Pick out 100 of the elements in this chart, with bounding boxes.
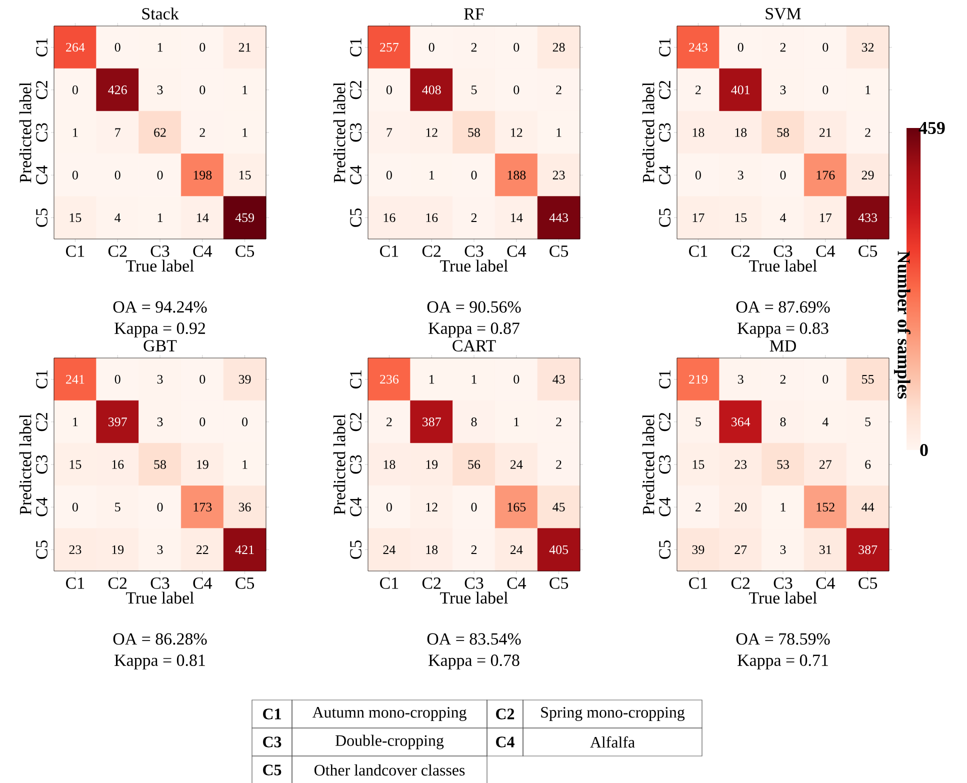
data-label: 243 <box>689 42 708 52</box>
x-tick-label: C2 <box>108 578 127 589</box>
data-label: 173 <box>194 502 212 512</box>
x-axis-title: True label <box>126 260 194 272</box>
data-label: 3 <box>738 170 744 180</box>
data-label: 32 <box>862 42 874 52</box>
x-tick-label: C5 <box>236 578 254 589</box>
y-tick-label: C1 <box>36 38 48 56</box>
text: Double-cropping <box>336 734 444 750</box>
data-label: 6 <box>865 460 871 469</box>
data-label: 43 <box>552 374 565 384</box>
data-label: 15 <box>239 170 251 180</box>
data-label: 12 <box>426 128 438 137</box>
text: OA = 83.54% <box>427 633 521 645</box>
x-tick-label: C5 <box>236 246 254 257</box>
data-label: 14 <box>197 213 209 222</box>
data-label: 0 <box>514 42 520 52</box>
data-label: 2 <box>780 43 786 52</box>
chart-title: CART <box>452 340 496 352</box>
data-label: 2 <box>200 128 205 137</box>
data-label: 2 <box>471 43 477 52</box>
y-tick-label: C4 <box>36 165 48 184</box>
chart-title: SVM <box>766 8 801 20</box>
data-label: 1 <box>158 213 162 222</box>
data-label: 0 <box>428 42 434 52</box>
text: OA = 78.59% <box>736 633 830 645</box>
data-label: 0 <box>114 170 120 180</box>
data-label: 24 <box>510 545 523 554</box>
data-label: 0 <box>822 374 828 384</box>
data-label: 31 <box>820 545 832 554</box>
x-tick-label: C1 <box>380 246 398 257</box>
data-label: 19 <box>426 460 438 469</box>
x-tick-label: C5 <box>858 578 878 589</box>
data-label: 18 <box>692 128 704 137</box>
data-label: 0 <box>386 86 392 94</box>
y-tick-label: C1 <box>350 38 362 56</box>
data-label: 55 <box>862 374 874 384</box>
data-label: 7 <box>386 128 392 137</box>
y-tick-label: C4 <box>36 497 48 516</box>
y-tick-label: C3 <box>36 123 48 142</box>
text: OA = 87.69% <box>736 301 830 313</box>
text: OA = 86.28% <box>113 633 207 645</box>
y-tick-label: C4 <box>350 497 362 516</box>
data-label: 257 <box>380 42 399 52</box>
data-label: 0 <box>514 374 520 384</box>
data-label: 0 <box>200 374 206 384</box>
data-label: 18 <box>384 460 396 469</box>
text: C5 <box>263 764 282 776</box>
data-label: 5 <box>115 502 120 512</box>
data-label: 4 <box>780 213 786 222</box>
data-label: 5 <box>472 86 477 94</box>
x-tick-label: C3 <box>150 246 170 257</box>
data-label: 19 <box>112 545 124 554</box>
color-bar-label: 0 <box>920 444 928 456</box>
data-label: 1 <box>556 128 562 137</box>
data-label: 3 <box>157 86 163 94</box>
data-label: 152 <box>816 502 834 512</box>
text: C4 <box>496 736 514 748</box>
x-axis-title: True label <box>749 592 817 604</box>
data-label: 2 <box>556 460 562 469</box>
data-label: 19 <box>197 460 208 469</box>
y-axis-title: Predicted label <box>333 82 346 183</box>
y-tick-label: C2 <box>659 412 670 432</box>
data-label: 188 <box>508 170 526 180</box>
data-label: 58 <box>154 460 166 469</box>
data-label: 3 <box>157 418 163 426</box>
data-label: 459 <box>235 213 254 222</box>
data-label: 0 <box>514 86 520 94</box>
data-label: 36 <box>238 502 251 512</box>
data-label: 5 <box>865 418 871 426</box>
x-axis-title: True label <box>440 592 508 604</box>
data-label: 2 <box>865 128 870 137</box>
data-label: 1 <box>242 86 248 94</box>
data-label: 23 <box>552 170 565 180</box>
data-label: 433 <box>858 213 878 222</box>
text: OA = 94.24% <box>113 301 207 313</box>
data-label: 56 <box>468 460 480 469</box>
y-tick-label: C1 <box>36 370 48 388</box>
data-label: 3 <box>738 374 744 384</box>
data-label: 1 <box>430 375 434 384</box>
y-tick-label: C1 <box>350 370 362 388</box>
y-tick-label: C2 <box>36 80 48 100</box>
y-tick-label: C5 <box>350 208 362 227</box>
y-axis-title: Predicted label <box>19 82 32 183</box>
text: Kappa = 0.81 <box>114 654 205 670</box>
y-tick-label: C5 <box>659 208 670 227</box>
data-label: 1 <box>472 375 476 384</box>
y-tick-label: C3 <box>350 455 362 474</box>
data-label: 2 <box>780 375 786 384</box>
data-label: 4 <box>822 418 828 426</box>
data-label: 0 <box>157 170 163 180</box>
x-tick-label: C3 <box>464 246 484 257</box>
x-tick-label: C1 <box>689 246 708 257</box>
data-label: 0 <box>200 86 206 94</box>
data-label: 0 <box>386 170 392 180</box>
text: OA = 90.56% <box>427 301 521 313</box>
data-label: 62 <box>154 128 166 137</box>
x-tick-label: C4 <box>193 246 212 257</box>
data-label: 0 <box>471 170 477 180</box>
y-tick-label: C2 <box>36 412 48 432</box>
